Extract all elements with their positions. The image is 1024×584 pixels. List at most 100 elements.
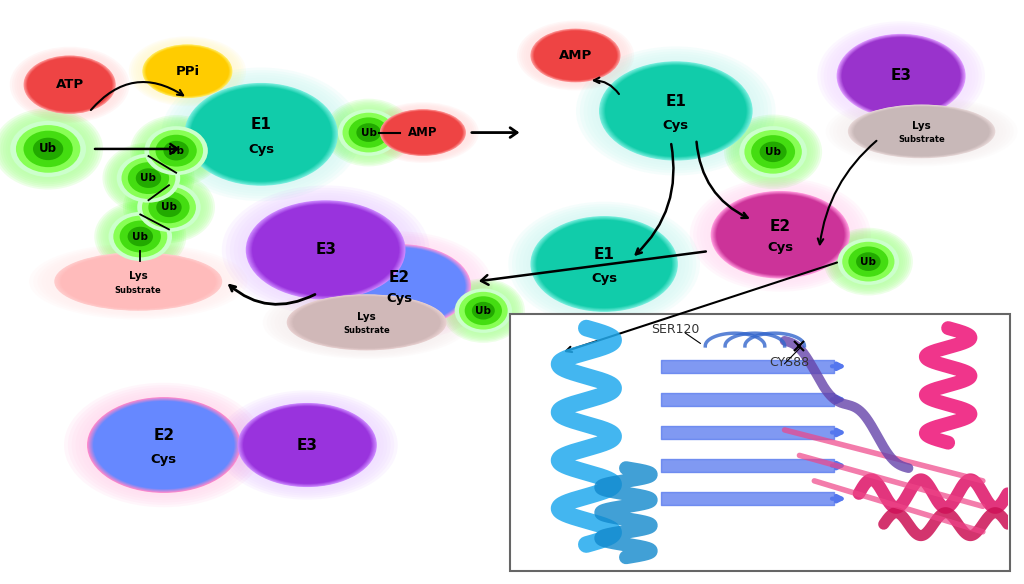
Ellipse shape <box>853 106 990 157</box>
Ellipse shape <box>517 20 634 91</box>
Ellipse shape <box>156 135 197 166</box>
Ellipse shape <box>291 296 442 349</box>
Ellipse shape <box>534 30 617 81</box>
Ellipse shape <box>841 36 962 116</box>
Ellipse shape <box>602 63 750 159</box>
Ellipse shape <box>104 144 193 212</box>
Ellipse shape <box>850 105 993 158</box>
Ellipse shape <box>136 120 216 182</box>
Ellipse shape <box>328 102 410 164</box>
Text: Ub: Ub <box>140 173 157 183</box>
Ellipse shape <box>827 231 909 293</box>
Ellipse shape <box>144 46 230 97</box>
Ellipse shape <box>839 35 964 117</box>
Ellipse shape <box>164 141 188 161</box>
Text: Ub: Ub <box>132 231 148 242</box>
Text: Cys: Cys <box>386 292 413 305</box>
Ellipse shape <box>128 227 153 246</box>
Ellipse shape <box>711 191 850 279</box>
Ellipse shape <box>27 57 113 112</box>
Ellipse shape <box>92 401 236 489</box>
Ellipse shape <box>165 70 357 199</box>
Ellipse shape <box>188 86 334 183</box>
Ellipse shape <box>187 85 335 184</box>
Ellipse shape <box>106 146 190 211</box>
Text: Substrate: Substrate <box>115 286 162 295</box>
Ellipse shape <box>252 204 399 296</box>
Ellipse shape <box>289 295 444 350</box>
Ellipse shape <box>134 119 218 183</box>
Ellipse shape <box>145 46 229 96</box>
Ellipse shape <box>838 238 899 285</box>
Ellipse shape <box>10 47 129 123</box>
Ellipse shape <box>713 193 848 277</box>
Ellipse shape <box>25 56 115 113</box>
Ellipse shape <box>102 142 195 214</box>
Ellipse shape <box>856 252 881 271</box>
Ellipse shape <box>535 219 674 309</box>
Ellipse shape <box>333 247 466 325</box>
Ellipse shape <box>338 109 399 156</box>
Ellipse shape <box>241 405 374 485</box>
Ellipse shape <box>0 112 98 186</box>
Ellipse shape <box>604 65 748 157</box>
Ellipse shape <box>537 220 672 308</box>
Ellipse shape <box>184 83 338 186</box>
Ellipse shape <box>249 202 402 298</box>
Ellipse shape <box>383 111 463 154</box>
Text: E2: E2 <box>154 428 174 443</box>
Ellipse shape <box>100 206 180 267</box>
Ellipse shape <box>342 113 395 152</box>
Ellipse shape <box>130 115 222 186</box>
Ellipse shape <box>148 192 189 223</box>
Ellipse shape <box>93 401 234 489</box>
Ellipse shape <box>381 110 465 155</box>
Ellipse shape <box>599 61 753 161</box>
Ellipse shape <box>12 48 127 121</box>
Ellipse shape <box>534 30 617 81</box>
Ellipse shape <box>369 103 476 162</box>
Ellipse shape <box>247 201 404 299</box>
Ellipse shape <box>293 297 440 348</box>
Ellipse shape <box>26 57 114 113</box>
Text: Substrate: Substrate <box>898 135 945 144</box>
Ellipse shape <box>820 23 982 128</box>
Ellipse shape <box>24 131 73 167</box>
Text: Cys: Cys <box>248 143 274 157</box>
Ellipse shape <box>239 404 376 486</box>
Ellipse shape <box>309 234 489 339</box>
Ellipse shape <box>96 203 184 270</box>
Ellipse shape <box>33 245 244 318</box>
Ellipse shape <box>519 22 632 89</box>
Ellipse shape <box>530 29 621 82</box>
Text: E1: E1 <box>666 93 686 109</box>
Ellipse shape <box>131 38 244 105</box>
Ellipse shape <box>840 36 963 116</box>
Ellipse shape <box>0 110 100 188</box>
Ellipse shape <box>817 21 985 131</box>
Ellipse shape <box>109 147 188 209</box>
Ellipse shape <box>848 105 995 158</box>
Ellipse shape <box>290 296 443 349</box>
Ellipse shape <box>823 228 913 296</box>
Ellipse shape <box>334 248 465 325</box>
Ellipse shape <box>715 193 846 276</box>
Ellipse shape <box>851 106 992 157</box>
Ellipse shape <box>146 47 228 96</box>
Ellipse shape <box>739 126 807 178</box>
Ellipse shape <box>250 203 401 297</box>
Text: AMP: AMP <box>559 49 592 62</box>
Ellipse shape <box>536 220 673 308</box>
Text: Substrate: Substrate <box>343 326 390 335</box>
Ellipse shape <box>532 30 618 81</box>
Ellipse shape <box>55 253 221 310</box>
Ellipse shape <box>57 253 219 310</box>
Text: ATP: ATP <box>55 78 84 91</box>
Text: E3: E3 <box>297 437 317 453</box>
Ellipse shape <box>238 403 377 487</box>
Ellipse shape <box>850 106 993 157</box>
Ellipse shape <box>726 116 820 187</box>
Ellipse shape <box>128 162 169 194</box>
Text: PPi: PPi <box>175 65 200 78</box>
Ellipse shape <box>330 245 469 327</box>
